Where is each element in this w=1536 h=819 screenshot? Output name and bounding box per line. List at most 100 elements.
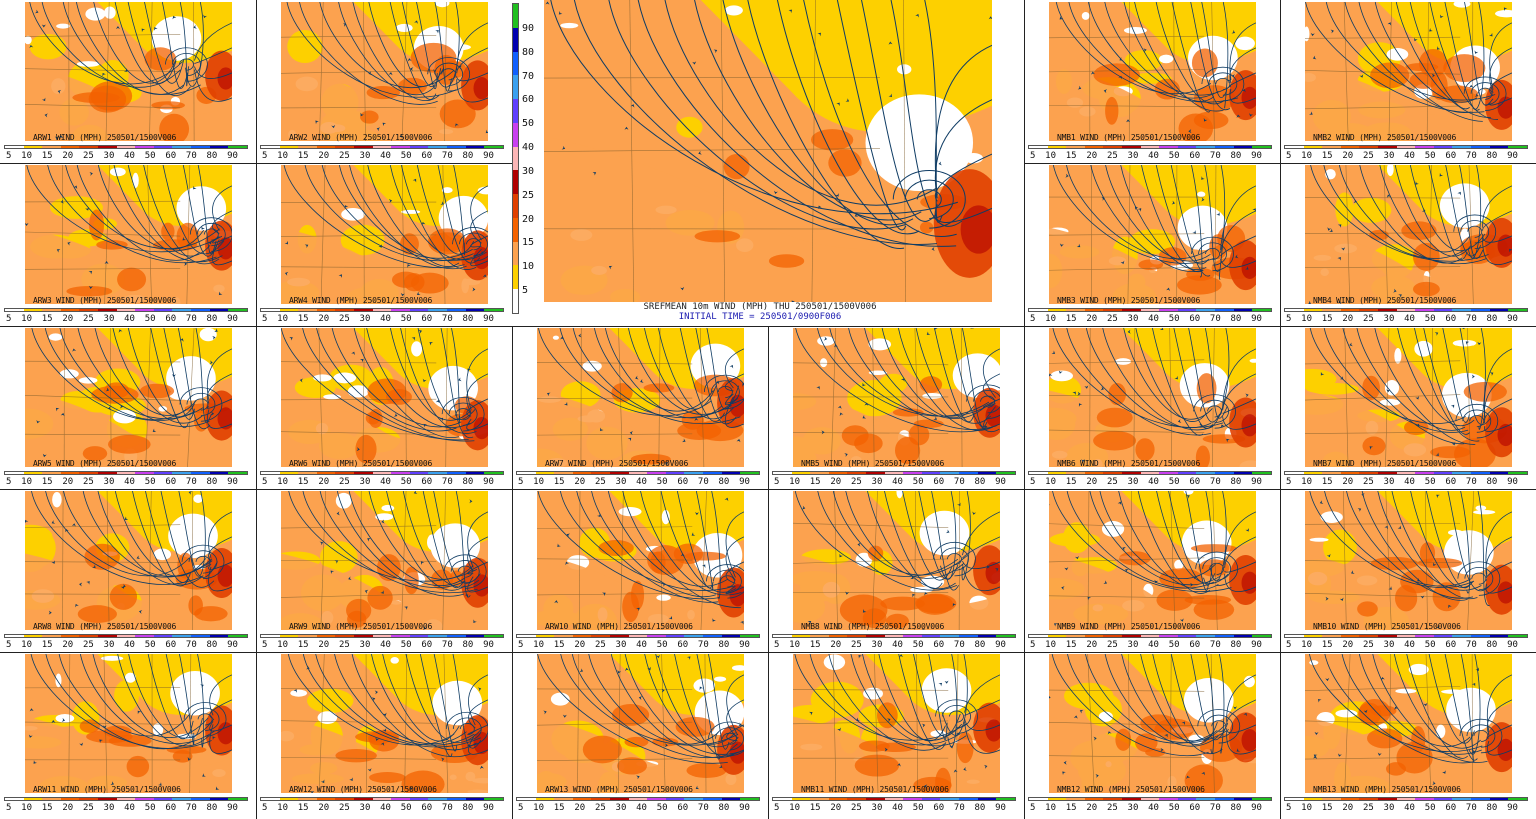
scale-tick-label: 30 (1383, 314, 1395, 324)
scale-tick-label: 15 (1321, 477, 1333, 487)
scale-tick-label: 80 (1486, 640, 1498, 650)
member-title: NMB2 WIND (MPH) 250501/1500V006 (1313, 133, 1457, 142)
scale-tick-label: 90 (227, 803, 238, 813)
scale-tick-label: 25 (1106, 151, 1118, 161)
scale-tick-label: 60 (165, 803, 177, 813)
scale-tick-label: 90 (1251, 314, 1262, 324)
color-scale-bar (260, 308, 504, 312)
scale-tick-label: 50 (1168, 477, 1180, 487)
scale-tick-label: 5 (6, 151, 12, 161)
color-scale-ticks: 5 10 15 20 25 30 40 50 60 70 80 90 (1286, 314, 1518, 324)
color-scale-bar (260, 634, 504, 638)
color-scale-ticks: 5 10 15 20 25 30 40 50 60 70 80 90 (6, 477, 238, 487)
color-scale-ticks: 5 10 15 20 25 30 40 50 60 70 80 90 (1030, 477, 1262, 487)
scale-tick-label: 5 (1286, 640, 1292, 650)
center-map-title: SREFMEAN 10m WIND (MPH) THU 250501/1500V… (643, 302, 877, 312)
member-title: ARW8 WIND (MPH) 250501/1500V006 (33, 622, 177, 631)
scale-tick-label: 25 (82, 314, 94, 324)
color-scale-bar (4, 797, 248, 801)
scale-tick-label: 10 (1045, 640, 1057, 650)
scale-tick-label: 30 (615, 477, 627, 487)
member-title: NMB7 WIND (MPH) 250501/1500V006 (1313, 459, 1457, 468)
member-panel-nmb1: NMB1 WIND (MPH) 250501/1500V006 5 10 15 20 25… (1024, 0, 1280, 163)
scale-tick-label: 50 (144, 151, 156, 161)
vertical-scale-tick: 90 (522, 23, 535, 34)
grid-divider (0, 652, 1536, 653)
wind-map (1305, 328, 1512, 467)
scale-tick-label: 15 (1065, 803, 1077, 813)
scale-tick-label: 25 (594, 803, 606, 813)
scale-tick-label: 25 (338, 803, 350, 813)
scale-tick-label: 80 (718, 477, 730, 487)
scale-tick-label: 50 (656, 803, 668, 813)
color-scale-bar (1028, 145, 1272, 149)
grid-divider (256, 0, 257, 819)
scale-tick-label: 25 (1362, 477, 1374, 487)
scale-tick-label: 90 (483, 640, 494, 650)
scale-tick-label: 5 (262, 803, 268, 813)
scale-tick-label: 60 (165, 151, 177, 161)
vertical-scale-tick: 25 (522, 189, 535, 201)
scale-tick-label: 25 (594, 477, 606, 487)
scale-tick-label: 70 (1465, 477, 1477, 487)
color-scale-ticks: 5 10 15 20 25 30 40 50 60 70 80 90 (262, 477, 494, 487)
scale-tick-label: 5 (774, 640, 780, 650)
color-scale-bar (260, 145, 504, 149)
member-title: NMB13 WIND (MPH) 250501/1500V006 (1313, 785, 1461, 794)
scale-tick-label: 15 (1065, 151, 1077, 161)
scale-tick-label: 60 (1189, 151, 1201, 161)
scale-tick-label: 40 (636, 640, 647, 650)
scale-tick-label: 30 (103, 803, 115, 813)
scale-tick-label: 5 (518, 803, 524, 813)
color-scale-bar (1028, 308, 1272, 312)
scale-tick-label: 40 (1148, 151, 1159, 161)
scale-tick-label: 80 (462, 640, 474, 650)
scale-tick-label: 70 (441, 803, 453, 813)
color-scale-bar (516, 471, 760, 475)
scale-tick-label: 50 (400, 314, 412, 324)
scale-tick-label: 40 (636, 803, 647, 813)
scale-tick-label: 15 (297, 477, 309, 487)
scale-tick-label: 30 (1383, 803, 1395, 813)
vertical-scale-tick: 5 (522, 285, 529, 296)
member-panel-nmb10: NMB10 WIND (MPH) 250501/1500V006 5 10 15 20 2… (1280, 489, 1536, 652)
scale-tick-label: 40 (124, 314, 135, 324)
member-panel-nmb7: NMB7 WIND (MPH) 250501/1500V006 5 10 15 20 25… (1280, 326, 1536, 489)
scale-tick-label: 80 (206, 314, 218, 324)
vertical-scale-tick: 70 (522, 70, 535, 82)
grid-divider (1024, 163, 1536, 164)
color-scale-ticks: 5 10 15 20 25 30 40 50 60 70 80 90 (6, 640, 238, 650)
scale-tick-label: 15 (41, 314, 53, 324)
scale-tick-label: 50 (400, 803, 412, 813)
scale-tick-label: 70 (697, 477, 709, 487)
scale-tick-label: 70 (185, 803, 197, 813)
color-scale-bar (1284, 145, 1528, 149)
color-scale-bar (1284, 634, 1528, 638)
scale-tick-label: 80 (206, 803, 218, 813)
grid-divider (512, 326, 513, 819)
color-scale-ticks: 5 10 15 20 25 30 40 50 60 70 80 90 (774, 803, 1006, 813)
scale-tick-label: 10 (789, 640, 801, 650)
member-title: NMB1 WIND (MPH) 250501/1500V006 (1057, 133, 1201, 142)
scale-tick-label: 60 (1189, 477, 1201, 487)
color-scale-bar (772, 797, 1016, 801)
scale-tick-label: 60 (1189, 314, 1201, 324)
scale-tick-label: 5 (518, 477, 524, 487)
wind-map (1305, 165, 1512, 304)
color-scale-bar (1284, 797, 1528, 801)
member-panel-arw4: ARW4 WIND (MPH) 250501/1500V006 5 10 15 20 25… (256, 163, 512, 326)
scale-tick-label: 10 (1301, 314, 1313, 324)
scale-tick-label: 90 (739, 477, 750, 487)
scale-tick-label: 60 (421, 803, 433, 813)
scale-tick-label: 15 (809, 803, 821, 813)
scale-tick-label: 60 (677, 803, 689, 813)
scale-tick-label: 40 (892, 640, 903, 650)
scale-tick-label: 25 (1106, 477, 1118, 487)
scale-tick-label: 10 (277, 477, 289, 487)
member-title: NMB10 WIND (MPH) 250501/1500V006 (1313, 622, 1461, 631)
scale-tick-label: 10 (21, 803, 33, 813)
scale-tick-label: 15 (41, 477, 53, 487)
wind-map (793, 654, 1000, 793)
scale-tick-label: 70 (185, 477, 197, 487)
wind-map (793, 328, 1000, 467)
